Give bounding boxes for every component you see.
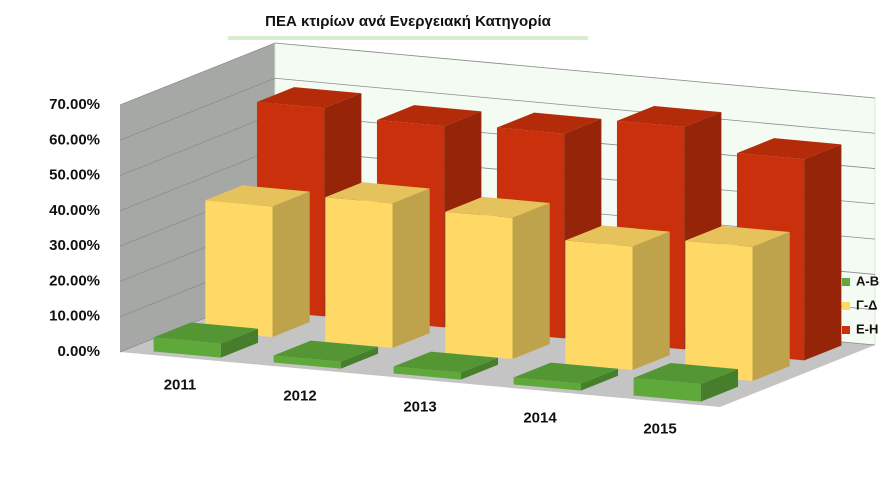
bar-front: [393, 366, 461, 380]
bar-top: [736, 138, 842, 160]
bar: [325, 182, 430, 349]
bar-side-shade: [580, 368, 619, 391]
y-tick-label: 10.00%: [49, 308, 100, 325]
bar-side-shade: [752, 232, 790, 382]
bar: [153, 322, 259, 358]
bar-top: [153, 322, 259, 344]
bar-top-shade: [376, 105, 482, 127]
bar-front: [325, 197, 393, 349]
bar-side: [804, 144, 842, 361]
bar-side-shade: [460, 357, 499, 380]
bar-top: [376, 105, 482, 127]
bar-top: [616, 106, 722, 128]
bar-side-shade: [392, 188, 430, 349]
y-tick-label: 0.00%: [57, 343, 100, 360]
bar-side-shade: [632, 231, 670, 371]
chart-title: ΠΕΑ κτιρίων ανά Ενεργειακή Κατηγορία: [265, 13, 551, 30]
bar-side-shade: [220, 328, 259, 358]
x-tick-label: 2011: [164, 376, 197, 393]
legend-label: Ε-Η: [856, 321, 878, 336]
bar-side: [392, 188, 430, 349]
bar-side: [700, 369, 739, 402]
bar: [513, 362, 619, 391]
bar-top: [325, 182, 430, 204]
bar-side-shade: [512, 202, 550, 360]
bar-top-shade: [325, 182, 430, 204]
bar-top-shade: [496, 112, 602, 134]
bar-top: [633, 363, 739, 385]
legend-label: Γ-Δ: [856, 297, 878, 312]
bar-top: [445, 196, 550, 218]
bar-top: [565, 225, 670, 247]
bar: [633, 363, 739, 402]
bar: [685, 225, 790, 382]
x-tick-label: 2012: [283, 387, 316, 404]
bar-top-shade: [685, 225, 790, 247]
bar-top-shade: [565, 225, 670, 247]
bar-top: [513, 362, 619, 384]
bar-front: [685, 240, 753, 382]
bar-front: [565, 240, 633, 371]
bar-side-shade: [804, 144, 842, 361]
bar-top: [685, 225, 790, 247]
x-tick-label: 2014: [523, 409, 557, 426]
bar-side: [460, 357, 499, 380]
legend-label: Α-Β: [856, 273, 879, 288]
legend-swatch: [842, 326, 850, 334]
bar: [565, 225, 670, 371]
y-tick-label: 20.00%: [49, 272, 100, 289]
bar-side: [272, 191, 310, 338]
x-tick-label: 2013: [403, 398, 436, 415]
bar-side: [512, 202, 550, 360]
y-tick-label: 50.00%: [49, 167, 100, 184]
y-tick-label: 40.00%: [49, 202, 100, 219]
bar-top: [496, 112, 602, 134]
bar-top: [205, 185, 310, 207]
bar-top-shade: [273, 340, 379, 362]
bar-top: [256, 87, 362, 109]
bar-top-shade: [445, 196, 550, 218]
y-tick-label: 60.00%: [49, 131, 100, 148]
y-tick-label: 30.00%: [49, 237, 100, 254]
legend-swatch: [842, 302, 850, 310]
bar-front: [445, 211, 513, 360]
x-tick-label: 2015: [643, 420, 676, 437]
bar: [445, 196, 550, 360]
bar-top-shade: [153, 322, 259, 344]
bar-top-shade: [205, 185, 310, 207]
bar-top-shade: [513, 362, 619, 384]
y-tick-label: 70.00%: [49, 96, 100, 113]
bar-side: [632, 231, 670, 371]
bar-front: [633, 377, 701, 402]
bar-front: [273, 355, 341, 369]
bar-front: [205, 200, 273, 338]
bar: [393, 351, 499, 380]
bar-side: [220, 328, 259, 358]
title-underline: [228, 36, 588, 40]
bar-top: [393, 351, 499, 373]
bar-top-shade: [633, 363, 739, 385]
bar-top-shade: [393, 351, 499, 373]
bar: [205, 185, 310, 338]
bar-front: [513, 377, 581, 391]
bar-side: [340, 346, 379, 369]
bar-side: [580, 368, 619, 391]
bar-top-shade: [616, 106, 722, 128]
bar-top-shade: [256, 87, 362, 109]
bar: [273, 340, 379, 369]
bar-top: [273, 340, 379, 362]
bar-side-shade: [700, 369, 739, 402]
bar-front: [153, 337, 221, 358]
bar-side-shade: [272, 191, 310, 338]
grid-line: [119, 42, 876, 106]
bar-top-shade: [736, 138, 842, 160]
legend-swatch: [842, 278, 850, 286]
bar-side-shade: [340, 346, 379, 369]
bar-side: [752, 232, 790, 382]
